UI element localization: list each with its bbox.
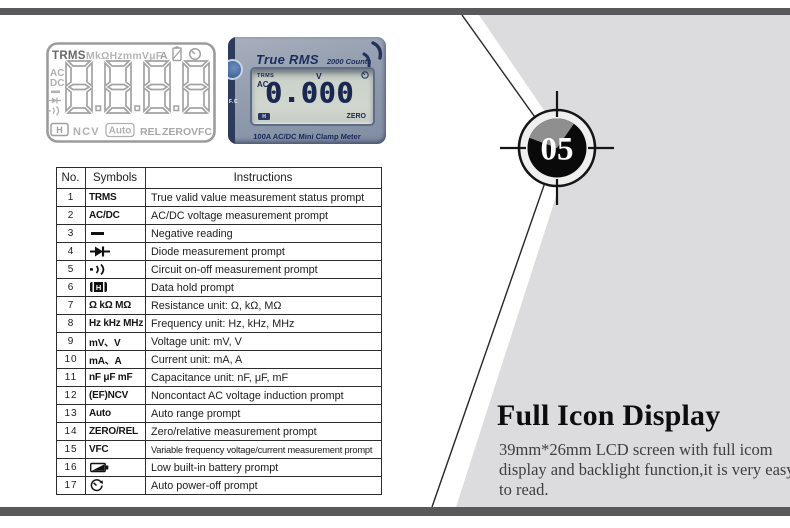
table-row: 11 nF μF mF Capacitance unit: nF, μF, mF [56, 368, 382, 387]
diagram-dc-label: DC [50, 78, 64, 89]
diagram-vfc-label: VFC [191, 126, 212, 138]
table-header-row: No. Symbols Instructions [56, 167, 382, 189]
photo-caption: 100A AC/DC Mini Clamp Meter [252, 132, 362, 141]
negative-dash-icon [51, 90, 60, 94]
diagram-ncv-label: NCV [73, 126, 100, 138]
side-button [228, 59, 243, 80]
auto-box [105, 122, 135, 138]
brand-line: True RMS 2000 Counts [256, 52, 371, 67]
badge-highlight-wedge [529, 118, 574, 148]
page-title: Full Icon Display [497, 399, 721, 432]
continuity-icon [49, 105, 60, 116]
table-row: 8 Hz kHz MHz Frequency unit: Hz, kHz, MH… [56, 314, 382, 333]
vfc-button-label: F.C [229, 99, 238, 105]
diagram-ac-label: AC [50, 68, 64, 79]
crosshair-ticks-icon [500, 91, 614, 205]
continuity-icon [90, 263, 105, 276]
table-row: 13 Auto Auto range prompt [56, 404, 382, 423]
header-symbols: Symbols [85, 167, 146, 189]
diagram-zero-label: ZERO [162, 126, 191, 138]
diagram-trms-label: TRMS [52, 50, 86, 62]
diagram-amp-label: A [160, 50, 168, 62]
header-no: No. [56, 167, 86, 189]
diagram-auto-label: Auto [109, 126, 132, 137]
auto-power-off-icon [361, 71, 369, 79]
true-rms-label: True RMS [256, 52, 319, 67]
table-row: 3 Negative reading [56, 224, 382, 243]
screen-reading: 0.000 [265, 76, 355, 109]
page-description: 39mm*26mm LCD screen with full icom disp… [499, 440, 790, 500]
data-hold-icon: H [50, 122, 69, 137]
top-bar [0, 8, 790, 15]
bottom-bar [0, 507, 790, 516]
header-instructions: Instructions [145, 167, 382, 189]
screen-volt-label: V [316, 71, 322, 81]
low-battery-icon [89, 462, 109, 473]
diode-icon [49, 97, 61, 104]
table-row: 9 mV、V Voltage unit: mV, V [56, 332, 382, 351]
table-row: 4 Diode measurement prompt [56, 242, 382, 261]
diagram-frame [46, 42, 216, 143]
diagram-units-label: MkΩHzmmVμF [86, 50, 163, 62]
diode-icon [90, 246, 110, 257]
screen-ac-label: AC [257, 80, 269, 89]
svg-text:H: H [56, 125, 63, 135]
table-row: 16 Low built-in battery prompt [56, 458, 382, 477]
battery-icon [172, 46, 182, 62]
table-row: 17 Auto power-off prompt [56, 476, 382, 495]
badge-number: 05 [541, 132, 574, 168]
table-row: 7 Ω kΩ MΩ Resistance unit: Ω, kΩ, MΩ [56, 296, 382, 315]
lcd-segment-diagram: TRMS MkΩHzmmVμF A AC DC [46, 42, 216, 143]
table-row: 5 Circuit on-off measurement prompt [56, 260, 382, 279]
auto-power-off-icon [90, 479, 103, 492]
table-row: 15 VFC Variable frequency voltage/curren… [56, 440, 382, 459]
data-hold-icon: H [258, 113, 270, 120]
symbols-table: No. Symbols Instructions 1 TRMS True val… [56, 167, 382, 495]
table-row: 6 H Data hold prompt [56, 278, 382, 297]
step-badge: 05 [500, 91, 614, 205]
info-block: Full Icon Display 39mm*26mm LCD screen w… [497, 399, 790, 500]
screen-zero-label: ZERO [346, 113, 366, 120]
auto-power-off-icon [188, 47, 202, 61]
table-row: 2 AC/DC AC/DC voltage measurement prompt [56, 206, 382, 225]
decimal-points [95, 105, 180, 112]
gray-panel [456, 15, 790, 507]
table-row: 12 (EF)NCV Noncontact AC voltage inducti… [56, 386, 382, 405]
lcd-screen: TRMS AC V 0.000 ZERO H [250, 67, 375, 126]
table-row: 10 mA、A Current unit: mA, A [56, 350, 382, 369]
meter-edge [228, 37, 235, 144]
table-row: 14 ZERO/REL Zero/relative measurement pr… [56, 422, 382, 441]
lcd-photo: F.C True RMS 2000 Counts TRMS AC V 0.000… [228, 37, 386, 144]
clamp-tip-icon [362, 41, 383, 68]
data-hold-icon: H [90, 282, 107, 293]
counts-label: 2000 Counts [326, 57, 372, 66]
table-row: 1 TRMS True valid value measurement stat… [56, 188, 382, 207]
negative-dash-icon [91, 231, 104, 236]
screen-trms-label: TRMS [257, 73, 275, 79]
diagram-rel-label: REL [140, 126, 162, 138]
